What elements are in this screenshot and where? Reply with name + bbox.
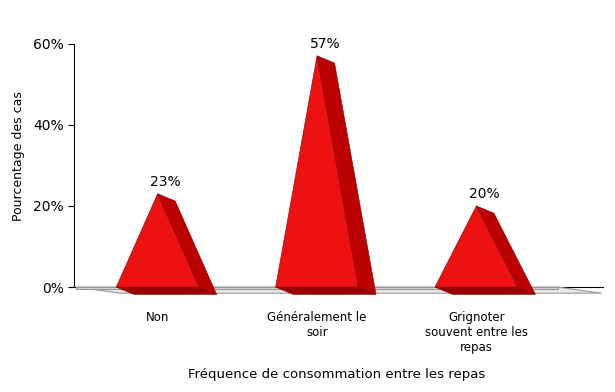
- Polygon shape: [76, 287, 601, 293]
- X-axis label: Fréquence de consommation entre les repas: Fréquence de consommation entre les repa…: [188, 368, 486, 381]
- Polygon shape: [116, 194, 199, 287]
- Polygon shape: [435, 206, 518, 287]
- Polygon shape: [435, 287, 536, 294]
- Text: 20%: 20%: [469, 187, 499, 201]
- Polygon shape: [157, 194, 216, 294]
- Y-axis label: Pourcentage des cas: Pourcentage des cas: [12, 91, 25, 221]
- Polygon shape: [76, 287, 558, 289]
- Polygon shape: [116, 287, 216, 294]
- Polygon shape: [276, 56, 359, 287]
- Text: 23%: 23%: [150, 175, 181, 189]
- Polygon shape: [477, 206, 536, 294]
- Polygon shape: [276, 287, 376, 294]
- Text: 57%: 57%: [310, 37, 340, 51]
- Polygon shape: [317, 56, 376, 294]
